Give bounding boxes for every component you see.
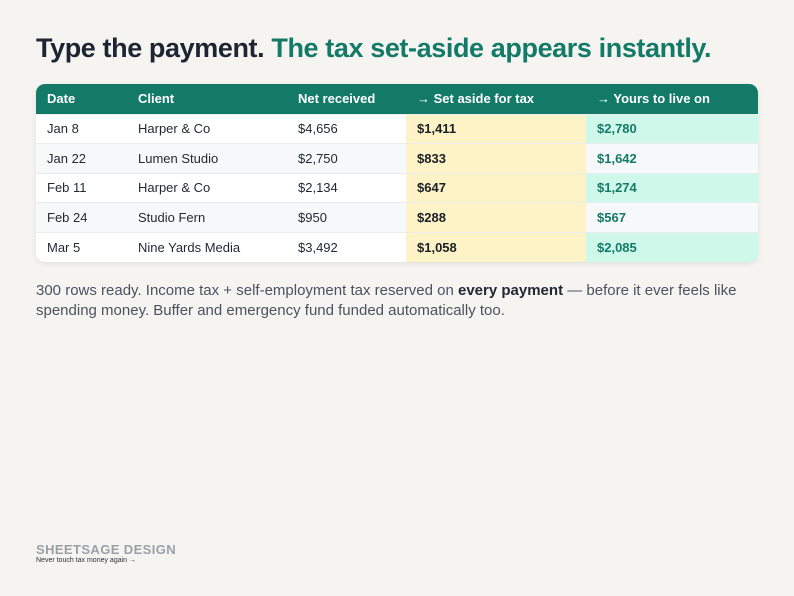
payments-table: Date Client Net received → Set aside for… [36, 84, 758, 262]
table-row: Jan 8 Harper & Co $4,656 $1,411 $2,780 [36, 113, 758, 144]
cell-net-received: $2,134 [287, 172, 406, 203]
cell-yours-to-live-on: $1,642 [586, 143, 758, 174]
table-row: Feb 11 Harper & Co $2,134 $647 $1,274 [36, 172, 758, 203]
header-client: Client [138, 91, 175, 107]
table-header-row: Date Client Net received → Set aside for… [36, 84, 758, 114]
cell-net-received: $950 [287, 202, 406, 233]
table-row: Feb 24 Studio Fern $950 $288 $567 [36, 202, 758, 233]
cell-set-aside-for-tax: $1,058 [406, 231, 586, 262]
cell-date: Jan 8 [36, 113, 127, 144]
cell-client: Harper & Co [127, 113, 287, 144]
brand-name: SHEETSAGE DESIGN [36, 542, 177, 557]
cell-set-aside-for-tax: $833 [406, 143, 586, 174]
cell-date: Jan 22 [36, 143, 127, 174]
cell-client: Harper & Co [127, 172, 287, 203]
headline-part-1: Type the payment. [36, 33, 265, 63]
description-tail: — before it ever feels like spending mon… [36, 282, 737, 319]
header-date: Date [47, 91, 76, 107]
payments-table-card: Date Client Net received → Set aside for… [36, 84, 758, 262]
cell-yours-to-live-on: $2,780 [586, 113, 758, 144]
cell-client: Studio Fern [127, 202, 287, 233]
cell-date: Mar 5 [36, 231, 127, 262]
cell-date: Feb 11 [36, 172, 127, 203]
table-row: Mar 5 Nine Yards Media $3,492 $1,058 $2,… [36, 231, 758, 262]
cell-yours-to-live-on: $2,085 [586, 231, 758, 262]
cell-set-aside-for-tax: $288 [406, 202, 586, 233]
table-row: Jan 22 Lumen Studio $2,750 $833 $1,642 [36, 143, 758, 174]
cell-client: Lumen Studio [127, 143, 287, 174]
headline-part-2: The tax set-aside appears instantly. [271, 33, 712, 63]
cell-date: Feb 24 [36, 202, 127, 233]
description-paragraph: 300 rows ready. Income tax + self-employ… [36, 281, 756, 321]
brand-tagline: Never touch tax money again → [36, 557, 136, 564]
cell-yours-to-live-on: $567 [586, 202, 758, 233]
headline: Type the payment. The tax set-aside appe… [36, 33, 712, 64]
description-lead: 300 rows ready. Income tax + self-employ… [36, 282, 458, 299]
cell-net-received: $2,750 [287, 143, 406, 174]
header-set-aside-for-tax: → Set aside for tax [417, 91, 535, 107]
cell-set-aside-for-tax: $1,411 [406, 113, 586, 144]
cell-net-received: $4,656 [287, 113, 406, 144]
header-yours-to-live-on: → Yours to live on [597, 91, 710, 107]
cell-set-aside-for-tax: $647 [406, 172, 586, 203]
cell-client: Nine Yards Media [127, 231, 287, 262]
description-emphasis: every payment [458, 282, 564, 299]
header-net-received: Net received [298, 91, 376, 107]
cell-net-received: $3,492 [287, 231, 406, 262]
cell-yours-to-live-on: $1,274 [586, 172, 758, 203]
